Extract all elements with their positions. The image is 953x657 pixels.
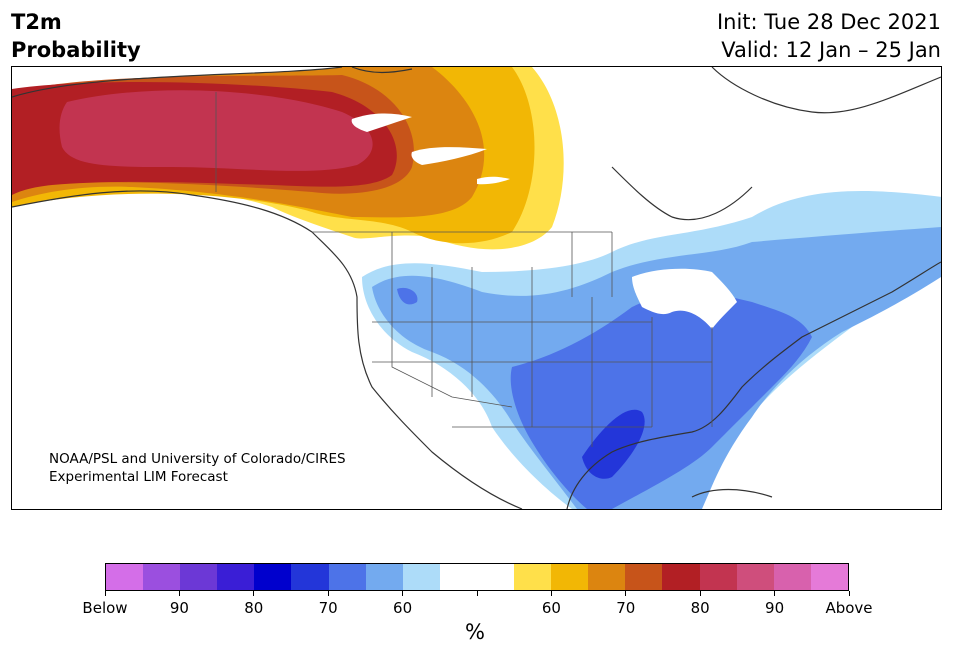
- colorbar-tick-label: 90: [169, 599, 189, 617]
- colorbar-tick: [699, 591, 701, 596]
- colorbar-segment: [736, 564, 774, 590]
- credit-text: NOAA/PSL and University of Colorado/CIRE…: [49, 450, 346, 486]
- init-date: Init: Tue 28 Dec 2021: [716, 10, 941, 34]
- title-line-2: Probability: [11, 38, 141, 62]
- probability-colorbar: [105, 563, 849, 591]
- colorbar-tick: [402, 591, 404, 596]
- colorbar-segment: [810, 564, 848, 590]
- valid-range: Valid: 12 Jan – 25 Jan: [721, 38, 941, 62]
- colorbar-segment: [588, 564, 626, 590]
- colorbar-segment: [625, 564, 663, 590]
- coastlines: [12, 67, 941, 509]
- colorbar-segment: [439, 564, 477, 590]
- colorbar-segment: [328, 564, 366, 590]
- colorbar-tick: [476, 591, 478, 596]
- colorbar-segment: [662, 564, 700, 590]
- colorbar-segment: [402, 564, 440, 590]
- political-borders: [215, 92, 713, 447]
- colorbar-tick-label: Below: [82, 599, 128, 617]
- colorbar-tick-label: 90: [765, 599, 785, 617]
- lake-athabasca: [477, 176, 510, 185]
- colorbar-segment: [106, 564, 144, 590]
- colorbar-tick-label: 80: [690, 599, 710, 617]
- colorbar-tick: [848, 591, 850, 596]
- great-bear-lake: [351, 113, 412, 132]
- colorbar-tick-label: 70: [616, 599, 636, 617]
- credit-line-2: Experimental LIM Forecast: [49, 469, 228, 485]
- great-lakes: [632, 268, 737, 329]
- colorbar-tick-label: 60: [393, 599, 413, 617]
- probability-map: [11, 66, 942, 510]
- colorbar-segment: [773, 564, 811, 590]
- colorbar-segment: [514, 564, 552, 590]
- title-line-1: T2m: [11, 10, 62, 34]
- colorbar-segment: [551, 564, 589, 590]
- map-canvas: [12, 67, 941, 509]
- colorbar-tick: [625, 591, 627, 596]
- colorbar-segment: [365, 564, 403, 590]
- colorbar-tick: [178, 591, 180, 596]
- colorbar-segment: [254, 564, 292, 590]
- colorbar-tick: [104, 591, 106, 596]
- colorbar-tick: [253, 591, 255, 596]
- colorbar-tick: [550, 591, 552, 596]
- colorbar-segment: [217, 564, 255, 590]
- colorbar-tick: [774, 591, 776, 596]
- below-70-west: [397, 287, 418, 305]
- colorbar-tick: [327, 591, 329, 596]
- forecast-dates: Init: Tue 28 Dec 2021 Valid: 12 Jan – 25…: [717, 8, 941, 64]
- colorbar-segment: [180, 564, 218, 590]
- colorbar-segment: [291, 564, 329, 590]
- colorbar-tick-label: 70: [318, 599, 338, 617]
- credit-line-1: NOAA/PSL and University of Colorado/CIRE…: [49, 451, 346, 467]
- colorbar-tick-label: Above: [825, 599, 873, 617]
- great-slave-lake: [411, 147, 487, 165]
- colorbar-segment: [476, 564, 515, 590]
- map-title: T2m Probability: [11, 8, 141, 64]
- colorbar-unit: %: [465, 620, 485, 644]
- colorbar-segment: [699, 564, 737, 590]
- colorbar-tick-label: 80: [244, 599, 264, 617]
- colorbar-segment: [143, 564, 181, 590]
- colorbar-tick-label: 60: [541, 599, 561, 617]
